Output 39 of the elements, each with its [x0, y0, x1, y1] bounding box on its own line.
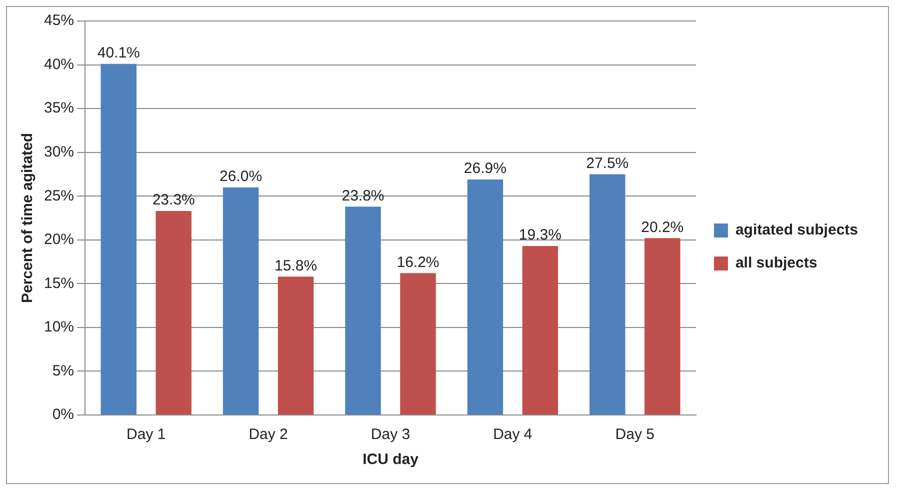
data-label: 26.9% — [464, 160, 506, 178]
data-label: 19.3% — [518, 226, 562, 244]
bar — [345, 206, 381, 414]
y-tick-label: 30% — [44, 143, 74, 160]
x-tick-label: Day 2 — [248, 426, 288, 444]
data-label: 16.2% — [396, 254, 440, 271]
bar — [100, 64, 136, 414]
data-label: 23.8% — [342, 187, 384, 204]
bar — [400, 273, 436, 414]
x-tick-label: Day 5 — [615, 426, 654, 444]
data-label: 20.2% — [641, 218, 684, 236]
data-label: 15.8% — [274, 257, 318, 274]
y-tick-label: 25% — [44, 187, 74, 204]
y-tick-label: 5% — [52, 362, 74, 380]
y-tick-label: 15% — [44, 274, 74, 292]
bar — [590, 174, 626, 414]
y-axis-title: Percent of time agitated — [19, 132, 36, 304]
data-label: 27.5% — [586, 154, 629, 172]
y-tick-label: 10% — [44, 318, 74, 336]
x-tick-label: Day 1 — [126, 426, 166, 444]
x-tick-label: Day 3 — [370, 426, 410, 444]
y-tick-label: 45% — [44, 12, 74, 30]
legend-label: all subjects — [735, 254, 818, 272]
y-tick-label: 40% — [44, 56, 74, 73]
data-label: 40.1% — [97, 44, 140, 62]
x-tick-label: Day 4 — [493, 426, 532, 444]
y-tick-label: 20% — [44, 231, 74, 248]
bar — [522, 246, 558, 414]
data-label: 23.3% — [152, 192, 195, 209]
y-tick-label: 35% — [44, 100, 74, 117]
data-label: 26.0% — [220, 168, 262, 185]
bar — [644, 238, 680, 414]
legend-label: agitated subjects — [735, 222, 858, 239]
bar — [222, 187, 259, 414]
bar — [467, 179, 504, 414]
bar — [278, 276, 314, 414]
bar — [156, 210, 192, 414]
y-tick-label: 0% — [52, 406, 74, 424]
x-axis-title: ICU day — [362, 451, 420, 468]
